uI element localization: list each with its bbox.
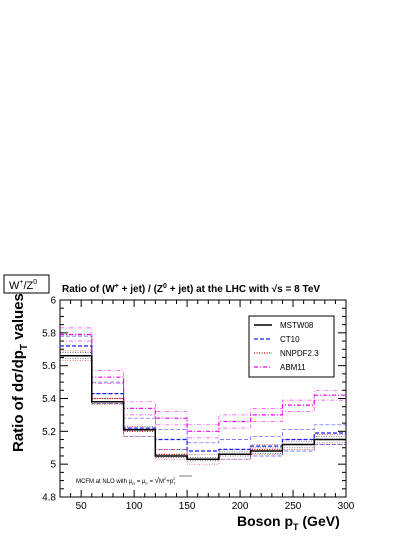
legend-label-mstw08: MSTW08: [280, 321, 314, 330]
x-tick-label: 50: [76, 501, 88, 512]
y-tick-label: 6: [50, 296, 56, 307]
y-tick-labels: 4.8 5 5.2 5.4 5.6 5.8 6: [42, 296, 56, 504]
x-tick-labels: 50 100 150 200 250 300: [76, 501, 355, 512]
chart-tag-text: W+/Z0: [9, 279, 37, 292]
y-axis-label: Ratio of dσ/dpT values: [10, 293, 30, 452]
y-tick-label: 5: [50, 460, 56, 471]
series-line-abm11: [60, 333, 346, 432]
x-tick-label: 150: [179, 501, 196, 512]
band-upper-ct10: [60, 335, 346, 444]
series-line-mstw08: [60, 355, 346, 460]
band-upper-abm11: [60, 327, 346, 426]
chart-tag: W+/Z0: [3, 274, 50, 294]
y-tick-label: 5.2: [42, 427, 56, 438]
chart-title: Ratio of (W+ + jet) / (Z0 + jet) at the …: [62, 283, 320, 295]
legend-label-abm11: ABM11: [280, 363, 306, 372]
legend-label-ct10: CT10: [280, 335, 300, 344]
legend-label-nnpdf2-3: NNPDF2.3: [280, 349, 319, 358]
x-tick-label: 300: [338, 501, 355, 512]
x-tick-label: 200: [232, 501, 249, 512]
legend-frame: [248, 315, 335, 378]
y-tick-label: 5.6: [42, 361, 56, 372]
y-tick-label: 5.8: [42, 328, 56, 339]
x-tick-label: 250: [285, 501, 302, 512]
chart-tag-frame: [3, 274, 50, 294]
band-lower-mstw08: [60, 357, 346, 462]
band-upper-mstw08: [60, 352, 346, 458]
series-line-ct10: [60, 345, 346, 452]
x-axis-label: Boson pT (GeV): [237, 513, 340, 532]
x-tick-label: 100: [126, 501, 143, 512]
band-lower-abm11: [60, 340, 346, 439]
band-lower-nnpdf2-3: [60, 360, 346, 465]
y-tick-label: 4.8: [42, 493, 56, 504]
calc-annotation: MCFM at NLO with μR = μF = √M2+p2 T: [76, 476, 176, 486]
y-tick-label: 5.4: [42, 394, 56, 405]
central-lines: [60, 333, 346, 460]
axis-ticks: [60, 299, 347, 498]
legend: MSTW08 CT10 NNPDF2.3 ABM11: [248, 315, 335, 378]
